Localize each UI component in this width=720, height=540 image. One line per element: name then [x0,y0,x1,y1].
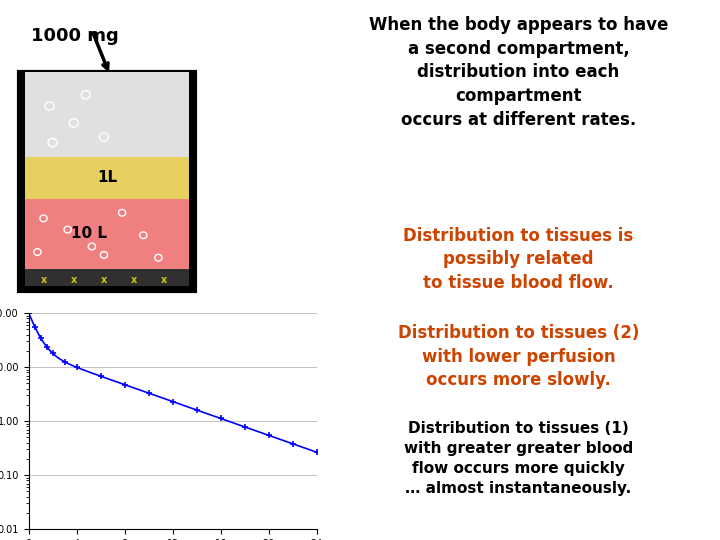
Text: x: x [131,275,138,285]
Bar [19,72,194,292]
Text: x: x [40,275,47,285]
Text: Distribution to tissues (1)
with greater greater blood
flow occurs more quickly
: Distribution to tissues (1) with greater… [404,421,633,496]
Text: x: x [71,275,77,285]
Text: Distribution to tissues (2)
with lower perfusion
occurs more slowly.: Distribution to tissues (2) with lower p… [397,324,639,389]
Bar [25,269,189,286]
Text: x: x [161,275,168,285]
Text: 1000 mg: 1000 mg [32,28,119,45]
Text: 10 L: 10 L [71,226,107,241]
Text: 1L: 1L [97,170,117,185]
Bar [25,199,189,269]
Text: x: x [101,275,107,285]
Text: Distribution to tissues is
possibly related
to tissue blood flow.: Distribution to tissues is possibly rela… [403,227,634,292]
Bar [25,157,189,199]
Bar [25,72,189,157]
Text: When the body appears to have
a second compartment,
distribution into each
compa: When the body appears to have a second c… [369,16,668,129]
